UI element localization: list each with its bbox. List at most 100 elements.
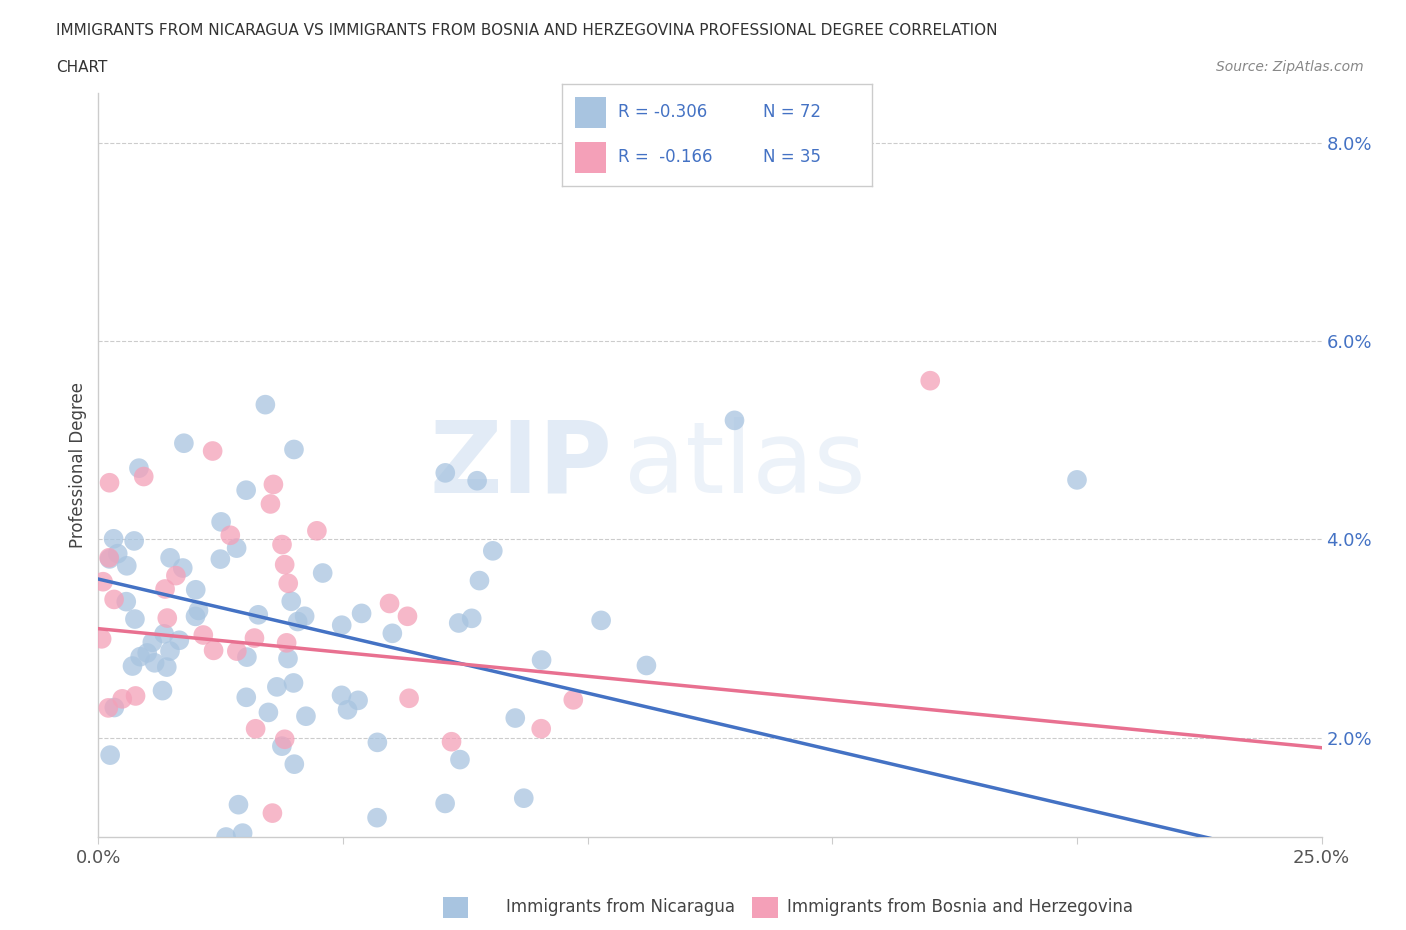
Point [266, 680, 288, 695]
Point [243, 631, 266, 645]
Point [153, 581, 176, 596]
Point [503, 711, 526, 725]
Point [172, 561, 194, 576]
Point [276, 635, 298, 650]
Point [440, 735, 463, 750]
Text: R =  -0.166: R = -0.166 [619, 149, 713, 166]
Point [434, 796, 457, 811]
Point [277, 651, 299, 666]
Point [124, 612, 146, 627]
Point [103, 592, 125, 607]
Point [366, 810, 388, 825]
Point [449, 752, 471, 767]
Point [381, 626, 404, 641]
Point [165, 568, 187, 583]
Point [132, 469, 155, 484]
Y-axis label: Professional Degree: Professional Degree [69, 382, 87, 548]
Point [305, 524, 328, 538]
Point [1066, 472, 1088, 487]
Point [184, 609, 207, 624]
Point [121, 658, 143, 673]
Point [103, 700, 125, 715]
Point [336, 702, 359, 717]
Point [294, 609, 316, 624]
Point [273, 557, 295, 572]
Point [173, 436, 195, 451]
Point [280, 594, 302, 609]
Text: ZIP: ZIP [429, 417, 612, 513]
Text: R = -0.306: R = -0.306 [619, 103, 707, 121]
Point [103, 531, 125, 546]
Point [378, 596, 401, 611]
Point [209, 551, 232, 566]
Point [141, 635, 163, 650]
Point [115, 558, 138, 573]
Point [245, 722, 267, 737]
Point [283, 675, 305, 690]
Point [287, 614, 309, 629]
Point [530, 722, 553, 737]
Bar [575, 97, 606, 127]
Point [254, 397, 277, 412]
Text: N = 35: N = 35 [763, 149, 821, 166]
Text: Source: ZipAtlas.com: Source: ZipAtlas.com [1216, 60, 1364, 74]
Point [159, 644, 181, 658]
Point [169, 632, 191, 647]
Point [122, 534, 145, 549]
Point [228, 797, 250, 812]
Point [225, 644, 247, 658]
Point [920, 373, 942, 388]
Text: atlas: atlas [624, 417, 866, 513]
Point [247, 607, 270, 622]
Point [262, 805, 284, 820]
Point [398, 691, 420, 706]
Point [283, 757, 305, 772]
Point [271, 538, 294, 552]
Point [129, 649, 152, 664]
Point [193, 628, 215, 643]
Point [636, 658, 658, 673]
Point [259, 497, 281, 512]
Point [460, 611, 482, 626]
Point [350, 606, 373, 621]
Point [143, 656, 166, 671]
Point [277, 576, 299, 591]
Point [513, 790, 536, 805]
Point [530, 653, 553, 668]
Point [591, 613, 613, 628]
Point [283, 442, 305, 457]
Point [209, 514, 232, 529]
Point [98, 551, 121, 566]
Point [97, 700, 120, 715]
Point [295, 709, 318, 724]
Point [396, 609, 419, 624]
Point [330, 688, 353, 703]
Point [107, 546, 129, 561]
Point [447, 616, 470, 631]
Point [156, 611, 179, 626]
Point [330, 618, 353, 632]
Point [98, 748, 121, 763]
Point [225, 540, 247, 555]
Point [481, 543, 503, 558]
Point [184, 582, 207, 597]
Text: N = 72: N = 72 [763, 103, 821, 121]
Point [152, 684, 174, 698]
Point [235, 690, 257, 705]
Point [98, 551, 121, 565]
Point [156, 659, 179, 674]
Point [91, 574, 114, 589]
Point [98, 475, 121, 490]
Point [311, 565, 333, 580]
Point [115, 594, 138, 609]
Point [434, 465, 457, 480]
Point [347, 693, 370, 708]
Point [723, 413, 745, 428]
Point [215, 830, 238, 844]
Text: Immigrants from Nicaragua: Immigrants from Nicaragua [506, 897, 735, 916]
Point [187, 603, 209, 618]
Text: IMMIGRANTS FROM NICARAGUA VS IMMIGRANTS FROM BOSNIA AND HERZEGOVINA PROFESSIONAL: IMMIGRANTS FROM NICARAGUA VS IMMIGRANTS … [56, 23, 998, 38]
Point [465, 473, 488, 488]
Point [90, 631, 112, 646]
Point [136, 645, 159, 660]
